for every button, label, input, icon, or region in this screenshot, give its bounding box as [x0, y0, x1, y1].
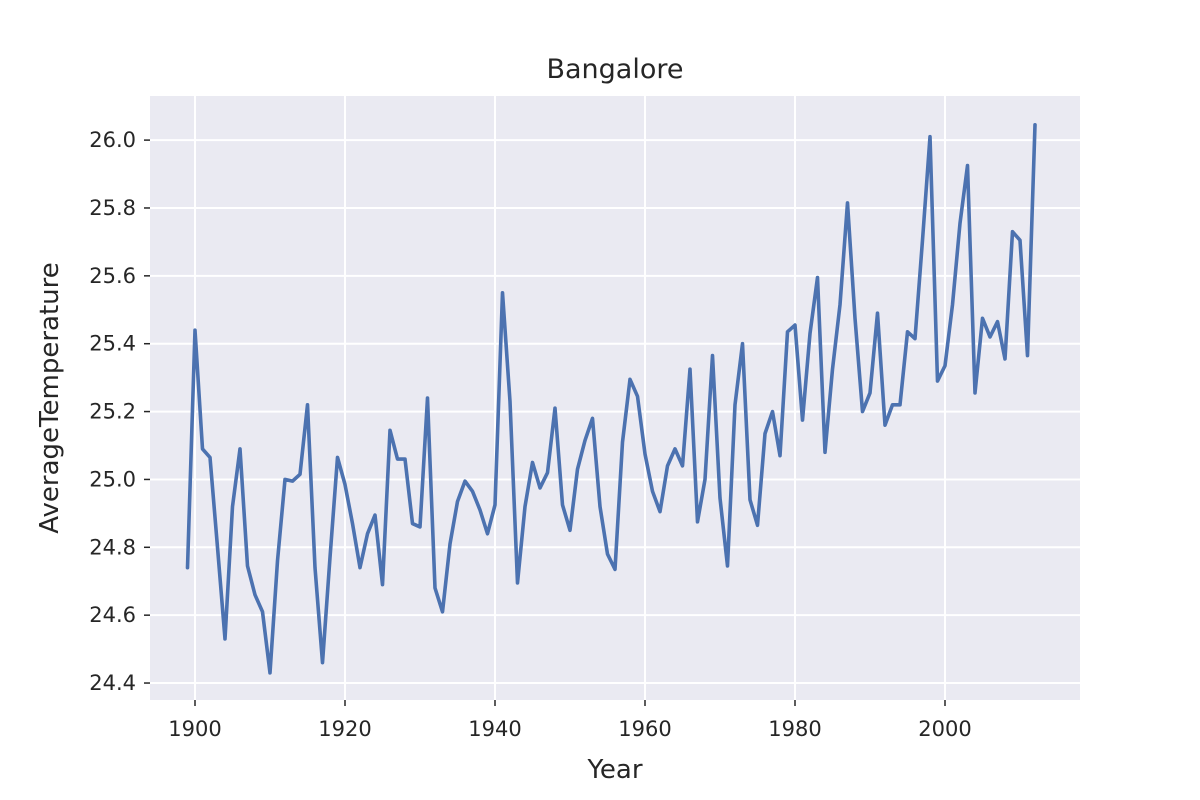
y-axis-ticks: 24.4 24.6 24.8 25.0 25.2 25.4 25.6 25.8 26.0: [89, 128, 150, 695]
y-tick-label: 25.4: [89, 332, 136, 356]
x-tick-label: 1940: [468, 717, 521, 741]
y-tick-label: 25.0: [89, 467, 136, 491]
x-tick-label: 1900: [168, 717, 221, 741]
plot-area: [150, 96, 1080, 700]
y-axis-label: AverageTemperature: [35, 262, 65, 533]
x-tick-label: 1960: [618, 717, 671, 741]
series-group: [185, 123, 1037, 675]
x-axis-ticks: 1900 1920 1940 1960 1980 2000: [168, 700, 972, 741]
y-tick-label: 24.6: [89, 603, 136, 627]
y-tick-label: 25.8: [89, 196, 136, 220]
chart-title: Bangalore: [546, 54, 683, 85]
x-tick-label: 2000: [918, 717, 971, 741]
series-line-1: [185, 123, 1037, 675]
y-tick-label: 26.0: [89, 128, 136, 152]
x-axis-label: Year: [586, 755, 642, 785]
x-tick-label: 1980: [768, 717, 821, 741]
y-tick-label: 24.8: [89, 535, 136, 559]
y-tick-label: 25.2: [89, 400, 136, 424]
y-tick-label: 25.6: [89, 264, 136, 288]
y-tick-label: 24.4: [89, 671, 136, 695]
x-tick-label: 1920: [318, 717, 371, 741]
